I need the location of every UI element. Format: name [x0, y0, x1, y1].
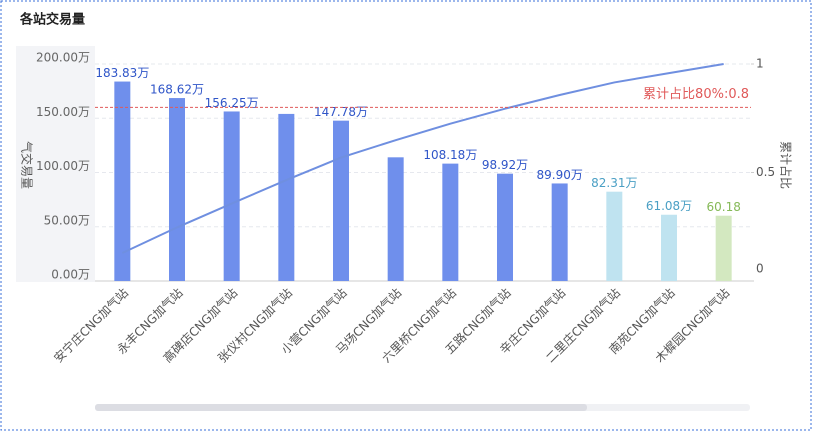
bar [333, 120, 349, 282]
y2-tick-label: 0.5 [756, 165, 775, 179]
bar [497, 173, 513, 281]
data-label: 98.92万 [482, 158, 528, 172]
data-label: 156.25万 [205, 96, 259, 110]
data-label: 89.90万 [536, 168, 582, 182]
cumulative-line [121, 63, 724, 254]
x-tick-label: 安宁庄CNG加气站 [51, 285, 131, 365]
chart-title: 各站交易量 [19, 12, 85, 28]
data-label: 183.83万 [95, 66, 149, 80]
y-tick-label: 0.00万 [51, 268, 90, 282]
y-tick-label: 200.00万 [36, 51, 90, 65]
y2-axis-label: 累计占比 [779, 141, 794, 189]
bar [661, 214, 677, 281]
y2-tick-label: 0 [756, 262, 764, 276]
data-label: 82.31万 [591, 176, 637, 190]
axis-band [16, 46, 95, 282]
bar [715, 215, 732, 281]
y-axis-label: 气交易量 [20, 141, 35, 189]
bar [114, 81, 131, 281]
data-label: 108.18万 [423, 148, 477, 162]
scrollbar-thumb[interactable] [95, 404, 587, 411]
bar [442, 163, 459, 281]
bar [223, 111, 240, 281]
y-tick-label: 50.00万 [44, 213, 90, 227]
bar [169, 98, 185, 281]
y-tick-label: 150.00万 [36, 105, 90, 119]
data-label: 168.62万 [150, 83, 204, 97]
bar [606, 191, 623, 281]
data-label: 147.78万 [314, 105, 368, 119]
y-tick-label: 100.00万 [36, 159, 90, 173]
data-label: 61.08万 [646, 199, 692, 213]
bar [278, 113, 295, 281]
data-label: 60.18 [706, 200, 740, 214]
bar [551, 183, 568, 281]
bar [387, 157, 404, 281]
markline-label: 累计占比80%:0.8 [643, 87, 749, 102]
y2-tick-label: 1 [756, 57, 764, 71]
